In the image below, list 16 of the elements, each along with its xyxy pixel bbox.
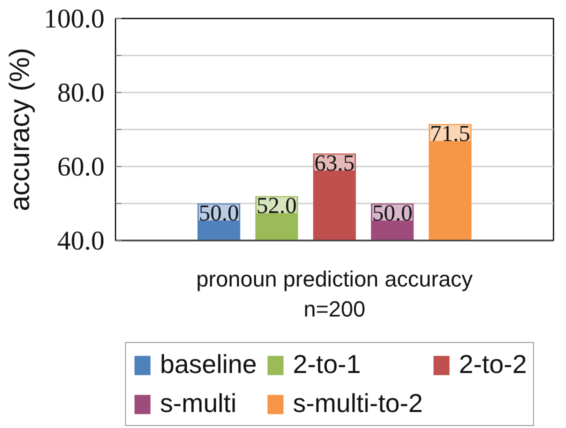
x-axis-title: pronoun prediction accuracy n=200 <box>196 266 473 322</box>
legend-label: 2-to-2 <box>458 349 527 380</box>
y-axis-title: accuracy (%) <box>4 48 35 212</box>
data-label: 71.5 <box>430 120 470 146</box>
data-label: 63.5 <box>314 150 355 176</box>
y-tick-label: 100.0 <box>44 4 104 34</box>
y-tick-label: 40.0 <box>57 226 104 256</box>
legend-label: s-multi-to-2 <box>292 388 423 419</box>
legend-label: 2-to-1 <box>292 349 361 380</box>
data-label: 50.0 <box>372 200 412 226</box>
data-label: 52.0 <box>256 193 297 218</box>
legend-label: baseline <box>160 349 257 380</box>
y-tick-label: 80.0 <box>57 78 104 108</box>
legend-label: s-multi <box>160 388 237 419</box>
data-label: 50.0 <box>198 200 239 226</box>
y-tick-label: 60.0 <box>57 152 104 182</box>
